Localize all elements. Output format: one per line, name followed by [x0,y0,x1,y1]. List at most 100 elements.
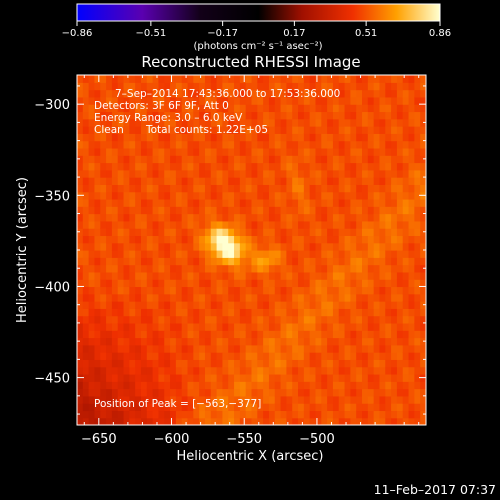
heatmap-cell [228,257,235,266]
heatmap-cell [106,235,113,244]
heatmap-cell [129,352,136,360]
heatmap-cell [100,198,107,207]
heatmap-cell [100,242,107,251]
heatmap-cell [321,96,328,105]
heatmap-cell [402,82,410,91]
heatmap-cell [367,184,375,193]
heatmap-cell [88,184,96,193]
heatmap-cell [77,381,84,390]
heatmap-cell [135,242,142,251]
heatmap-cell [187,366,194,375]
heatmap-cell [251,337,258,346]
heatmap-cell [327,213,334,222]
heatmap-cell [373,191,381,200]
heatmap-cell [344,388,351,397]
heatmap-cell [396,118,404,127]
heatmap-cell [239,184,247,193]
heatmap-cell [106,271,113,280]
heatmap-cell [82,293,90,302]
heatmap-cell [187,359,194,368]
heatmap-cell [94,293,101,302]
heatmap-cell [280,271,287,280]
heatmap-cell [396,417,404,425]
heatmap-cell [315,315,322,324]
heatmap-cell [292,366,299,375]
heatmap-cell [321,366,328,375]
heatmap-cell [106,388,113,397]
heatmap-cell [187,388,194,397]
heatmap-cell [373,264,381,273]
heatmap-cell [280,337,287,346]
heatmap-cell [228,388,235,397]
heatmap-cell [111,75,119,83]
heatmap-cell [175,169,183,178]
heatmap-cell [82,75,90,83]
heatmap-cell [263,279,270,288]
heatmap-cell [321,257,328,266]
heatmap-cell [216,322,224,331]
heatmap-cell [350,337,357,346]
heatmap-cell [100,111,107,120]
heatmap-cell [332,417,340,425]
heatmap-cell [152,228,160,237]
heatmap-cell [338,111,346,120]
heatmap-cell [268,250,276,258]
heatmap-cell [135,228,142,237]
heatmap-cell [100,403,107,412]
heatmap-cell [338,301,346,309]
heatmap-cell [135,213,142,222]
heatmap-cell [274,417,282,425]
heatmap-cell [204,403,212,412]
heatmap-cell [117,126,125,134]
heatmap-cell [414,104,421,113]
heatmap-cell [414,381,421,390]
heatmap-cell [327,301,334,309]
heatmap-cell [135,191,142,200]
heatmap-cell [414,75,421,83]
heatmap-cell [350,271,357,280]
heatmap-cell [187,228,194,237]
heatmap-cell [327,184,334,193]
heatmap-cell [402,162,410,171]
heatmap-cell [193,344,200,353]
heatmap-cell [234,403,241,412]
heatmap-cell [332,388,340,397]
heatmap-cell [106,228,113,237]
heatmap-cell [315,264,322,273]
heatmap-cell [82,82,90,91]
heatmap-cell [140,235,148,244]
heatmap-cell [152,89,160,98]
heatmap-cell [292,301,299,309]
heatmap-cell [140,96,148,105]
heatmap-cell [245,286,253,295]
heatmap-cell [199,89,206,98]
heatmap-cell [111,96,119,105]
heatmap-cell [391,242,398,251]
heatmap-cell [332,410,340,419]
heatmap-cell [303,417,311,425]
heatmap-cell [367,330,375,339]
heatmap-cell [350,293,357,302]
heatmap-cell [379,96,386,105]
heatmap-cell [344,410,351,419]
heatmap-cell [315,337,322,346]
heatmap-cell [146,126,154,134]
heatmap-cell [129,388,136,397]
heatmap-cell [239,322,247,331]
heatmap-cell [298,322,305,331]
heatmap-cell [100,118,107,127]
heatmap-cell [292,184,299,193]
heatmap-cell [216,308,224,317]
heatmap-cell [257,126,264,134]
heatmap-cell [391,279,398,288]
heatmap-cell [303,388,311,397]
heatmap-cell [245,213,253,222]
heatmap-cell [129,213,136,222]
heatmap-cell [146,417,154,425]
heatmap-cell [216,337,224,346]
heatmap-cell [391,308,398,317]
heatmap-cell [146,147,154,156]
heatmap-cell [414,147,421,156]
heatmap-cell [298,213,305,222]
heatmap-cell [170,403,177,412]
